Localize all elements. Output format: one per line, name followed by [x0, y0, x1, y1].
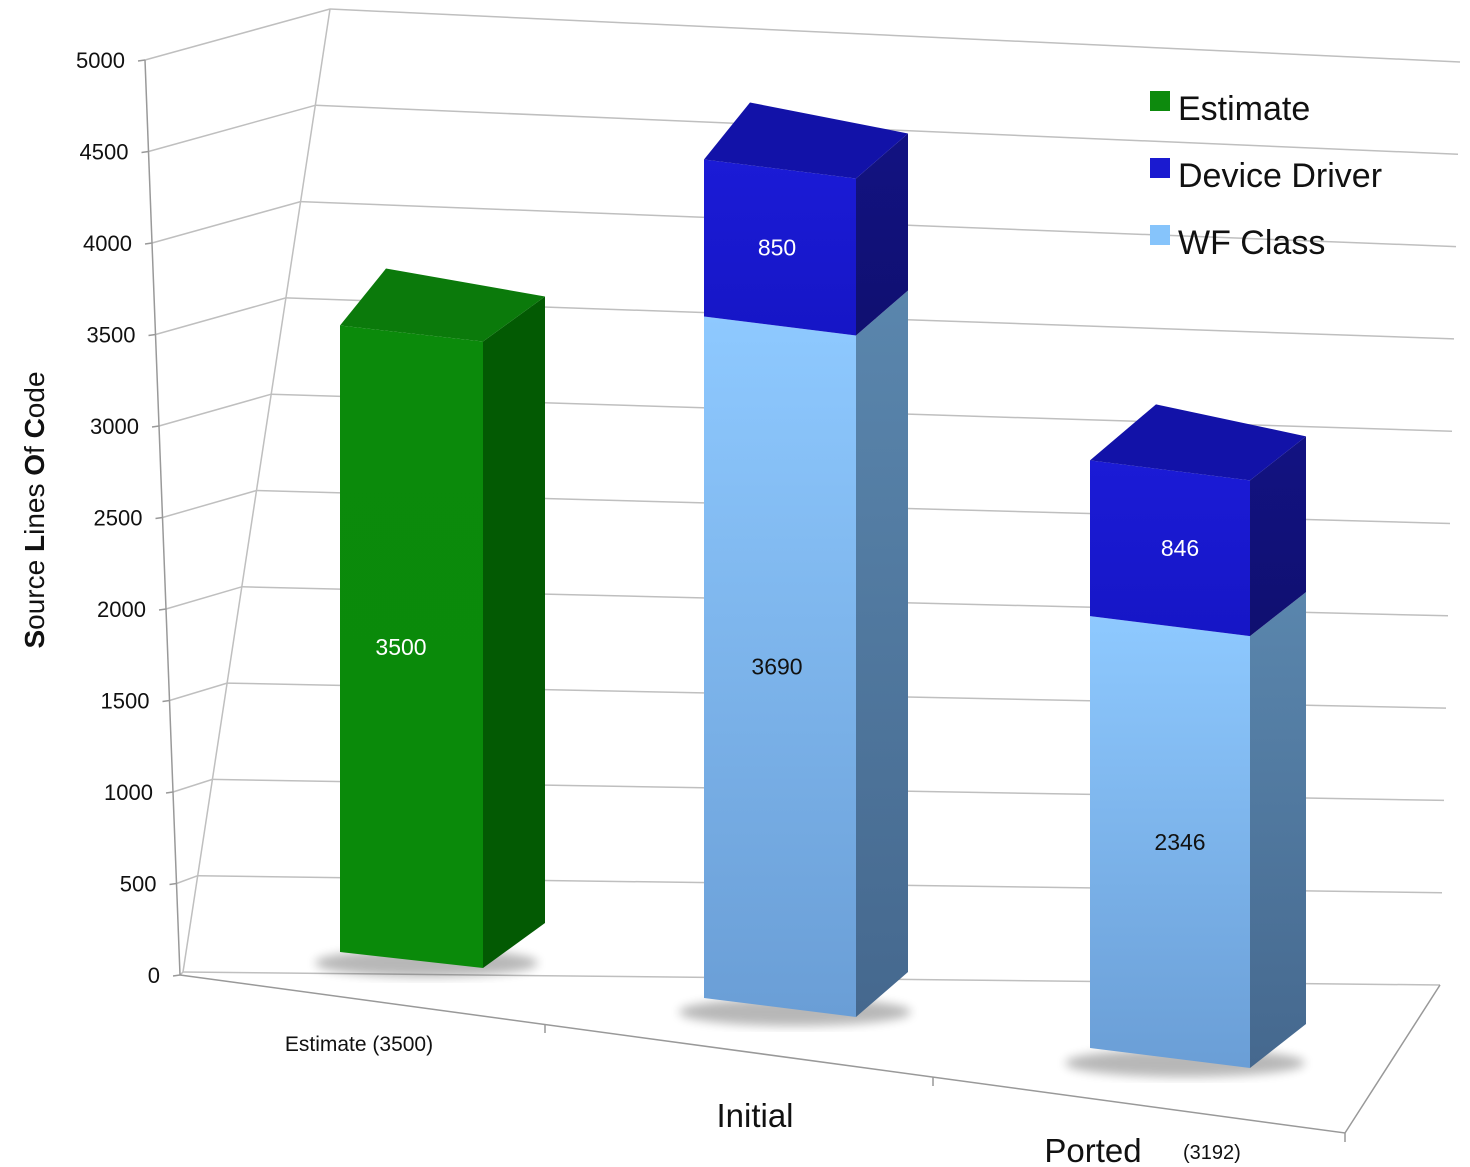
grid-line-side — [162, 489, 257, 519]
bar-side-estimate — [483, 296, 545, 968]
category-label: Initial — [716, 1097, 793, 1134]
y-tick-label: 5000 — [76, 48, 125, 73]
legend-label: Device Driver — [1178, 157, 1382, 195]
y-tick-mark — [141, 150, 149, 154]
y-tick-mark — [148, 333, 156, 337]
bar-top — [340, 268, 545, 342]
y-tick-mark — [151, 425, 160, 428]
grid-line-side — [172, 778, 213, 793]
grid-line-side — [176, 874, 198, 885]
data-label: 3500 — [375, 634, 426, 660]
grid-line-side — [169, 682, 228, 702]
y-tick-label: 500 — [120, 872, 157, 897]
y-tick-mark — [137, 59, 146, 62]
back-wall-edge — [182, 8, 331, 973]
category-labels: Estimate (3500) Initial Ported (3192) — [285, 1033, 1241, 1167]
y-tick-label: 2000 — [97, 597, 146, 622]
data-label: 850 — [758, 234, 796, 260]
y-tick-label: 2500 — [94, 506, 143, 531]
bar-side-wf-class — [856, 290, 908, 1017]
data-label: 3690 — [751, 654, 802, 680]
grid-line-side — [151, 200, 301, 244]
bar-device-driver — [704, 159, 856, 336]
bar-top — [704, 102, 908, 179]
y-axis-label-part: C — [19, 418, 50, 438]
category-label: Estimate (3500) — [285, 1033, 433, 1056]
y-tick-mark — [169, 882, 177, 886]
data-label: 2346 — [1154, 829, 1205, 855]
y-tick-label: 4500 — [80, 140, 129, 165]
bar-device-driver — [1090, 460, 1250, 637]
y-tick-mark — [162, 699, 170, 703]
legend-swatch — [1150, 91, 1170, 111]
y-axis-label-part: ource — [19, 552, 50, 630]
grid-line-side — [144, 8, 331, 61]
y-axis-label-part: ode — [19, 371, 50, 418]
grid-line-back — [329, 8, 1461, 63]
y-axis-label-part: O — [19, 454, 50, 476]
legend-swatch — [1150, 225, 1170, 245]
bar-top — [1090, 404, 1306, 481]
bar-wf-class — [1090, 616, 1250, 1068]
legend-label: Estimate — [1178, 90, 1310, 128]
y-tick-label: 3500 — [87, 323, 136, 348]
y-axis-line — [144, 59, 181, 976]
y-axis-label-part: ines — [19, 476, 50, 535]
y-tick-mark — [165, 791, 174, 794]
grid-line-side — [155, 297, 287, 336]
bar-side-device-driver — [856, 133, 908, 336]
y-axis-label-part: S — [19, 630, 50, 649]
y-tick-mark — [144, 242, 153, 245]
bars-layer: 3500 3690 850 2346 846 — [315, 102, 1306, 1077]
y-tick-mark — [158, 608, 167, 611]
y-tick-label: 0 — [148, 963, 160, 988]
bar-estimate — [340, 325, 483, 968]
bar-wf-class — [704, 316, 856, 1017]
bar-side-device-driver — [1250, 436, 1306, 637]
bar-side-wf-class — [1250, 592, 1306, 1068]
y-tick-mark — [172, 974, 181, 977]
y-tick-label: 1500 — [101, 689, 150, 714]
category-label-suffix: (3192) — [1183, 1142, 1241, 1164]
y-axis-label-part: L — [19, 535, 50, 552]
y-tick-label: 3000 — [90, 414, 139, 439]
y-tick-labels: 0 500 1000 1500 2000 2500 3000 3500 4000 4500 5000 — [76, 48, 160, 988]
grid-line-side — [148, 104, 316, 153]
data-label: 846 — [1161, 535, 1199, 561]
category-label: Ported — [1044, 1132, 1141, 1167]
legend-swatch — [1150, 158, 1170, 178]
y-tick-mark — [155, 516, 163, 520]
grid-line-side — [165, 586, 243, 610]
y-tick-label: 1000 — [104, 780, 153, 805]
y-axis-label: Source Lines Of Code — [19, 371, 50, 648]
legend-label: WF Class — [1178, 224, 1325, 262]
y-axis-label-part: f — [19, 438, 50, 454]
legend: Estimate Device Driver WF Class — [1150, 90, 1382, 262]
grid-line-side — [158, 393, 272, 427]
y-tick-label: 4000 — [83, 231, 132, 256]
